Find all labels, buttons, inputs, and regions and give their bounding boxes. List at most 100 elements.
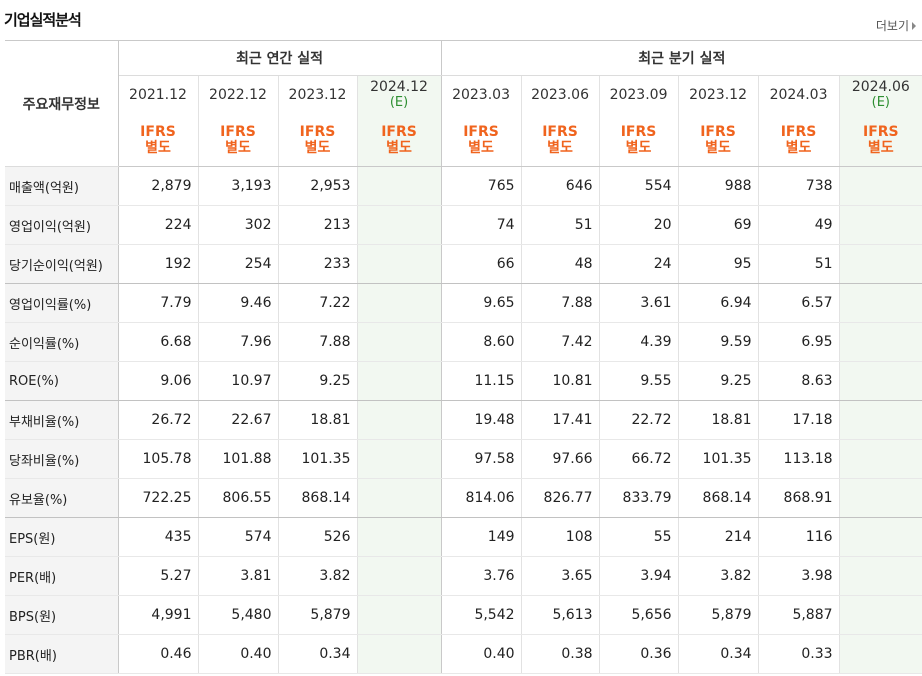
ifrs-label: IFRS (220, 124, 256, 141)
section-title: 기업실적분석 (4, 11, 82, 29)
value-cell: 765 (441, 166, 522, 206)
value-cell (357, 361, 442, 401)
ifrs-basis-label: 별도 (547, 140, 573, 157)
estimate-mark: (E) (389, 95, 409, 111)
ifrs-basis-label: 별도 (145, 140, 171, 157)
period-header: 2024.12 (E) (357, 75, 442, 115)
value-cell: 74 (441, 205, 522, 245)
period-date: 2023.06 (531, 86, 589, 103)
row-label: 당좌비율(%) (5, 439, 119, 479)
value-cell: 0.33 (758, 634, 840, 674)
period-header: 2023.12 (278, 75, 358, 115)
ifrs-badge: IFRS 별도 (758, 114, 840, 167)
value-cell: 7.79 (118, 283, 199, 323)
value-cell: 9.25 (678, 361, 759, 401)
value-cell (357, 205, 442, 245)
value-cell (357, 166, 442, 206)
value-cell (839, 244, 922, 284)
table-row: 영업이익(억원) 224 302 213 74 51 20 69 49 (5, 205, 922, 245)
row-label: EPS(원) (5, 517, 119, 557)
value-cell: 0.34 (678, 634, 759, 674)
value-cell: 7.42 (521, 322, 600, 362)
table-row: ROE(%) 9.06 10.97 9.25 11.15 10.81 9.55 9.25 8.6… (5, 361, 922, 401)
value-cell (357, 595, 442, 635)
value-cell: 0.40 (441, 634, 522, 674)
value-cell: 6.95 (758, 322, 840, 362)
label-column-header: 주요재무정보 (5, 40, 119, 167)
value-cell: 105.78 (118, 439, 199, 479)
value-cell (839, 634, 922, 674)
ifrs-badge: IFRS 별도 (198, 114, 279, 167)
period-date: 2024.12 (370, 79, 428, 96)
value-cell: 7.96 (198, 322, 279, 362)
value-cell: 17.41 (521, 400, 600, 440)
value-cell: 10.97 (198, 361, 279, 401)
value-cell: 868.14 (278, 478, 358, 518)
period-header: 2023.03 (441, 75, 522, 115)
value-cell: 95 (678, 244, 759, 284)
value-cell (357, 634, 442, 674)
value-cell: 254 (198, 244, 279, 284)
table-row: 유보율(%) 722.25 806.55 868.14 814.06 826.77 833.… (5, 478, 922, 518)
table-row: EPS(원) 435 574 526 149 108 55 214 116 (5, 517, 922, 557)
value-cell: 4.39 (599, 322, 679, 362)
value-cell: 8.60 (441, 322, 522, 362)
ifrs-basis-label: 별도 (625, 140, 652, 157)
value-cell: 3.98 (758, 556, 840, 596)
value-cell (839, 166, 922, 206)
value-cell: 3.61 (599, 283, 679, 323)
value-cell: 868.91 (758, 478, 840, 518)
value-cell: 149 (441, 517, 522, 557)
ifrs-basis-label: 별도 (386, 140, 412, 157)
row-label: 부채비율(%) (5, 400, 119, 440)
ifrs-badge: IFRS 별도 (678, 114, 759, 167)
more-link[interactable]: 더보기 (876, 17, 916, 34)
value-cell: 574 (198, 517, 279, 557)
value-cell (357, 439, 442, 479)
row-label: BPS(원) (5, 595, 119, 635)
more-link-label: 더보기 (875, 19, 909, 33)
value-cell: 826.77 (521, 478, 600, 518)
value-cell: 113.18 (758, 439, 840, 479)
value-cell: 4,991 (118, 595, 199, 635)
annual-group-header: 최근 연간 실적 (118, 40, 442, 76)
value-cell: 49 (758, 205, 840, 245)
value-cell: 7.88 (521, 283, 600, 323)
row-label: 영업이익(억원) (5, 205, 119, 245)
period-date: 2024.06 (851, 79, 910, 96)
value-cell: 26.72 (118, 400, 199, 440)
value-cell: 3.82 (678, 556, 759, 596)
value-cell: 833.79 (599, 478, 679, 518)
value-cell (357, 283, 442, 323)
value-cell (839, 283, 922, 323)
value-cell: 9.59 (678, 322, 759, 362)
value-cell: 5,887 (758, 595, 840, 635)
value-cell: 9.65 (441, 283, 522, 323)
table-row: 순이익률(%) 6.68 7.96 7.88 8.60 7.42 4.39 9.59 6.95 (5, 322, 922, 362)
value-cell: 806.55 (198, 478, 279, 518)
value-cell: 5,656 (599, 595, 679, 635)
table-row: PBR(배) 0.46 0.40 0.34 0.40 0.38 0.36 0.34 0.33 (5, 634, 922, 674)
table-row: 부채비율(%) 26.72 22.67 18.81 19.48 17.41 22.72 18.… (5, 400, 922, 440)
value-cell (357, 517, 442, 557)
value-cell: 214 (678, 517, 759, 557)
value-cell (839, 517, 922, 557)
period-date: 2023.09 (609, 86, 668, 103)
value-cell: 738 (758, 166, 840, 206)
value-cell (839, 556, 922, 596)
value-cell: 5,879 (278, 595, 358, 635)
value-cell: 6.68 (118, 322, 199, 362)
value-cell (357, 244, 442, 284)
table-row: 당좌비율(%) 105.78 101.88 101.35 97.58 97.66 66.72… (5, 439, 922, 479)
value-cell: 5.27 (118, 556, 199, 596)
ifrs-label: IFRS (140, 124, 176, 141)
table-row: 영업이익률(%) 7.79 9.46 7.22 9.65 7.88 3.61 6.94 6.57 (5, 283, 922, 323)
value-cell: 3.76 (441, 556, 522, 596)
value-cell (839, 595, 922, 635)
value-cell: 116 (758, 517, 840, 557)
value-cell (357, 478, 442, 518)
period-header: 2023.09 (599, 75, 679, 115)
table-row: PER(배) 5.27 3.81 3.82 3.76 3.65 3.94 3.82 3.98 (5, 556, 922, 596)
section-header: 기업실적분석 더보기 (0, 0, 922, 40)
value-cell (839, 205, 922, 245)
